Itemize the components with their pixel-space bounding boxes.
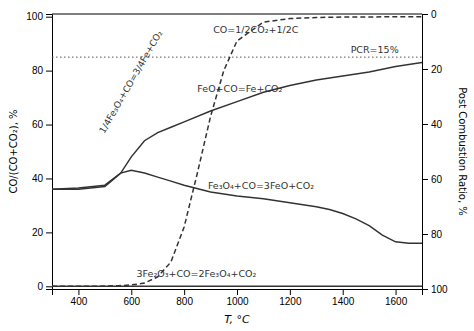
tick-label: 100	[431, 284, 448, 295]
tick-label: 80	[431, 229, 443, 240]
line	[52, 17, 422, 287]
annotation: Fe₃O₄+CO=3FeO+CO₂	[208, 180, 314, 191]
tick: 100	[422, 284, 448, 295]
tick: 1000	[226, 289, 249, 307]
tick-mark	[422, 124, 428, 125]
line	[52, 286, 422, 288]
tick-mark	[184, 289, 185, 295]
tick-mark	[46, 71, 52, 72]
tick-label: 1000	[226, 296, 249, 307]
tick-label: 1600	[385, 296, 408, 307]
tick: 100	[26, 11, 52, 22]
tick: 40	[32, 173, 52, 184]
tick-mark	[422, 69, 428, 70]
tick: 1600	[385, 289, 408, 307]
tick: 400	[71, 289, 88, 307]
y-axis: 0 20 40 60 80 100	[26, 11, 52, 292]
tick: 600	[123, 289, 140, 307]
annotation: CO=1/2CO₂+1/2C	[213, 24, 299, 35]
tick-mark	[396, 289, 397, 295]
tick-mark	[78, 289, 79, 295]
annotation: 1/4Fe₃O₄+CO=3/4Fe+CO₂	[97, 28, 164, 134]
tick-mark	[237, 289, 238, 295]
tick: 40	[422, 119, 443, 130]
frame-line	[52, 14, 422, 15]
tick-label: 1400	[332, 296, 355, 307]
y-axis-title: CO/(CO+CO₂), %	[8, 110, 19, 194]
tick: 60	[32, 119, 52, 130]
chart: 4006008001000120014001600020406080100020…	[0, 0, 474, 331]
x-axis: 400 600 800 1000 1200 1400 1600	[53, 289, 423, 307]
tick-mark	[46, 178, 52, 179]
tick-mark	[422, 289, 428, 290]
axis-line	[423, 15, 429, 290]
tick-label: 40	[431, 119, 443, 130]
tick-mark	[46, 125, 52, 126]
x-axis-title: T, °C	[224, 313, 250, 326]
data-layer	[52, 17, 422, 287]
tick-label: 400	[71, 296, 88, 307]
tick-mark	[46, 17, 52, 18]
tick: 80	[32, 65, 52, 76]
tick-label: 100	[26, 11, 43, 22]
tick: 0	[37, 281, 52, 292]
annotations: CO=1/2CO₂+1/2C PCR=15% FeO+CO=Fe+CO₂ 1/4Fe₃…	[97, 24, 398, 279]
y2-axis-title: Post Combustion Ratio, %	[457, 87, 468, 216]
tick-mark	[422, 179, 428, 180]
plot-area: 4006008001000120014001600020406080100020…	[26, 9, 448, 307]
tick-label: 800	[176, 296, 193, 307]
tick: 1400	[332, 289, 355, 307]
tick: 20	[422, 64, 443, 75]
tick-mark	[422, 234, 428, 235]
tick-label: 40	[32, 173, 44, 184]
axis-line	[53, 290, 423, 296]
tick-label: 80	[32, 65, 44, 76]
tick-label: 20	[431, 64, 443, 75]
tick-label: 60	[431, 174, 443, 185]
annotation: PCR=15%	[351, 44, 399, 55]
line	[52, 170, 422, 243]
reference-line	[52, 57, 422, 58]
tick-label: 1200	[279, 296, 302, 307]
tick: 60	[422, 174, 443, 185]
axis-line	[46, 15, 53, 290]
tick: 80	[422, 229, 443, 240]
y2-axis: 0 20 40 60 80 100	[422, 9, 448, 295]
annotation: FeO+CO=Fe+CO₂	[197, 83, 282, 94]
annotation: 3Fe₂O₃+CO=2Fe₃O₄+CO₂	[137, 268, 257, 279]
tick: 800	[176, 289, 193, 307]
tick-mark	[422, 14, 428, 15]
tick-label: 60	[32, 119, 44, 130]
tick-mark	[46, 232, 52, 233]
tick: 0	[422, 9, 437, 20]
tick-label: 20	[32, 227, 44, 238]
tick-mark	[343, 289, 344, 295]
tick-mark	[46, 286, 52, 287]
tick: 20	[32, 227, 52, 238]
tick-mark	[131, 289, 132, 295]
tick-label: 600	[123, 296, 140, 307]
tick-mark	[290, 289, 291, 295]
tick-label: 0	[431, 9, 437, 20]
tick: 1200	[279, 289, 302, 307]
tick-label: 0	[37, 281, 43, 292]
